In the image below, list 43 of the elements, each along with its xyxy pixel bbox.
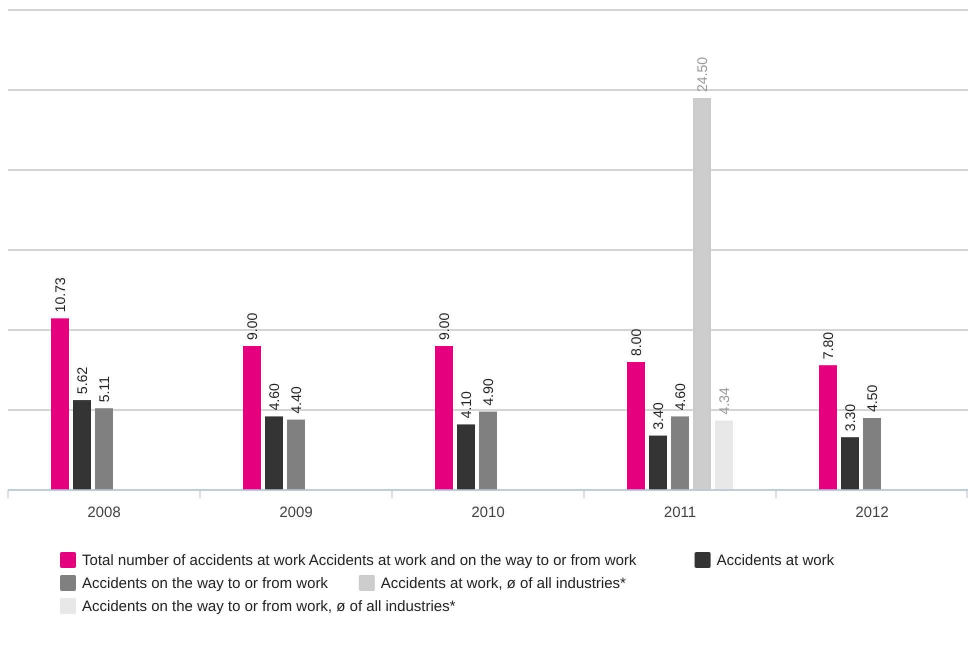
bar <box>51 318 69 490</box>
data-label: 4.60 <box>672 382 688 410</box>
data-label: 5.62 <box>74 366 90 394</box>
legend-label: Total number of accidents at work Accidents at work and on the way to or from work <box>82 552 637 569</box>
bar <box>841 437 859 490</box>
data-label: 7.80 <box>820 332 836 360</box>
data-label: 4.60 <box>266 382 282 410</box>
data-label: 4.34 <box>716 387 732 415</box>
data-label: 9.00 <box>244 312 260 340</box>
data-label: 3.30 <box>842 404 858 432</box>
bar <box>73 400 91 490</box>
bar <box>287 420 305 490</box>
x-tick-label: 2012 <box>855 504 889 521</box>
bar <box>715 420 733 490</box>
data-label: 8.00 <box>628 328 644 356</box>
data-label: 4.10 <box>458 390 474 418</box>
x-tick-label: 2011 <box>664 504 696 521</box>
bar <box>243 346 261 490</box>
x-tick-label: 2010 <box>471 504 505 521</box>
legend-label: Accidents at work <box>716 552 835 569</box>
bar <box>819 365 837 490</box>
data-label: 10.73 <box>52 277 68 312</box>
bar <box>649 436 667 490</box>
data-label: 4.90 <box>480 378 496 406</box>
bar <box>435 346 453 490</box>
bar <box>95 408 113 490</box>
legend-label: Accidents at work, ø of all industries* <box>380 575 626 592</box>
bar <box>627 362 645 490</box>
x-tick-label: 2008 <box>87 504 121 521</box>
data-label: 5.11 <box>96 376 112 402</box>
bar <box>457 424 475 490</box>
x-tick-label: 2009 <box>279 504 313 521</box>
legend-label: Accidents on the way to or from work <box>82 575 328 592</box>
bar <box>265 416 283 490</box>
bar <box>479 412 497 490</box>
bar <box>863 418 881 490</box>
data-label: 4.50 <box>864 384 880 412</box>
legend-label: Accidents on the way to or from work, ø of all industries* <box>82 598 456 615</box>
data-label: 3.40 <box>650 402 666 430</box>
bar <box>671 416 689 490</box>
data-label: 4.40 <box>288 386 304 414</box>
data-label: 9.00 <box>436 312 452 340</box>
data-label: 24.50 <box>694 56 710 92</box>
